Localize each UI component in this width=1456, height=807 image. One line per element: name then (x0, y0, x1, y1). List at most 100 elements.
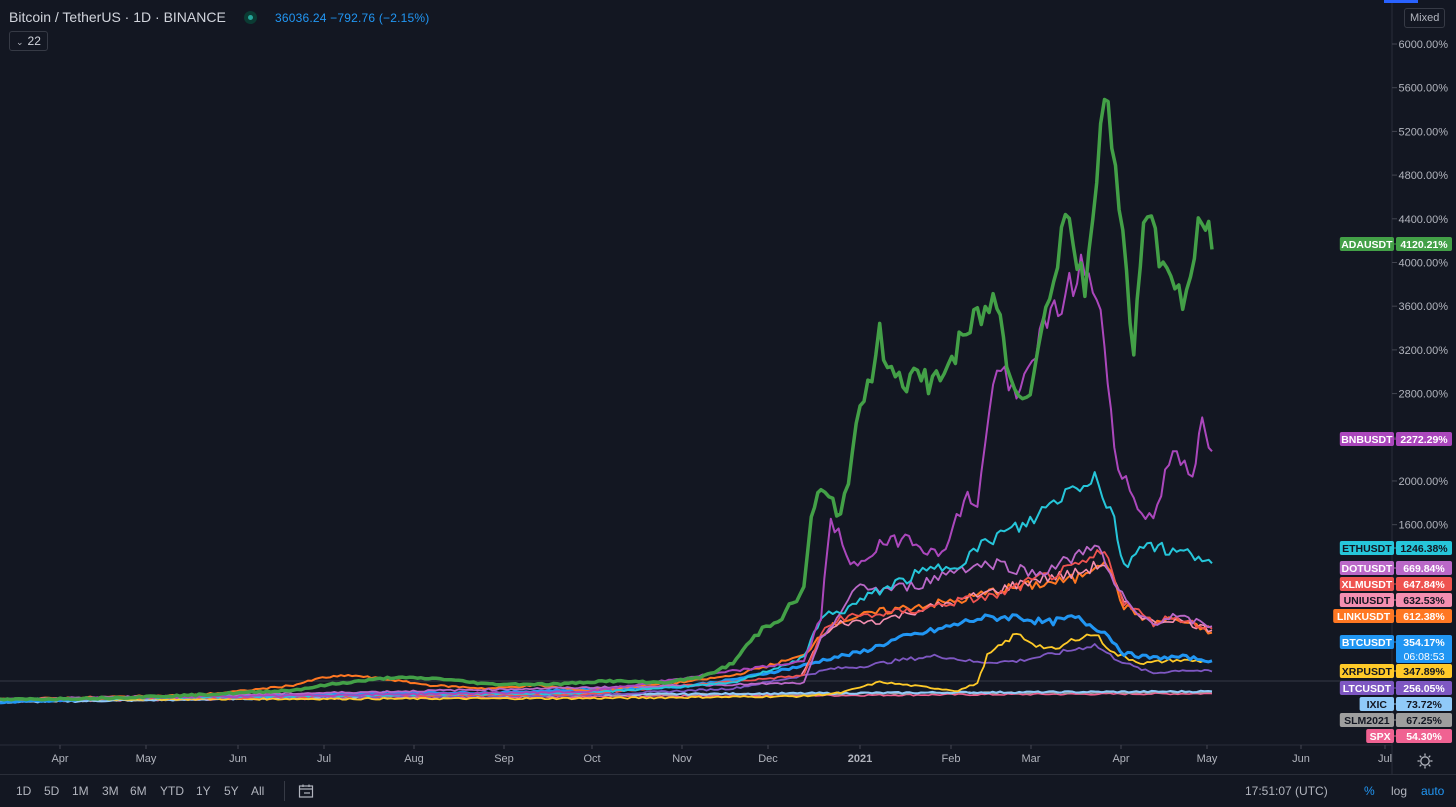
value-tag-bg (1396, 729, 1452, 743)
series-value-label: 1246.38% (1400, 543, 1448, 555)
y-axis[interactable]: 6000.00% 5600.00% 5200.00% 4800.00% 4400.00%… (1392, 39, 1448, 532)
toolbar-divider (284, 781, 285, 801)
name-tag-bg (1339, 664, 1394, 678)
y-tick-label: 2800.00% (1398, 389, 1448, 401)
y-tick-label: 3200.00% (1398, 345, 1448, 357)
price-change: 36036.24 −792.76 (−2.15%) (275, 11, 430, 25)
top-accent-bar (1384, 0, 1418, 3)
series-value-label: 354.17% (1403, 637, 1445, 649)
series-line-dotusdt[interactable] (0, 544, 1213, 702)
value-tag-bg (1396, 664, 1452, 678)
series-name-label: LTCUSDT (1343, 683, 1392, 695)
x-tick-label: Nov (672, 753, 692, 765)
timeframe-all[interactable]: All (251, 784, 265, 798)
x-tick-label: Apr (1112, 753, 1129, 765)
name-tag-bg (1339, 713, 1394, 727)
name-tag-bg (1339, 593, 1394, 607)
value-tag-bg (1396, 713, 1452, 727)
settings-gear-icon[interactable] (1416, 752, 1434, 770)
y-tick-label: 5600.00% (1398, 83, 1448, 95)
value-tag-bg (1396, 561, 1452, 575)
percent-scale-toggle[interactable]: % (1364, 784, 1375, 798)
name-tag-bg (1339, 432, 1394, 446)
symbol-title[interactable]: Bitcoin / TetherUS · 1D · BINANCE (9, 9, 226, 25)
x-tick-label: Aug (404, 753, 424, 765)
series-name-label: XRPUSDT (1342, 666, 1393, 678)
date-range-icon[interactable] (298, 783, 314, 799)
name-tag-bg (1359, 697, 1394, 711)
x-tick-label: Jun (1292, 753, 1310, 765)
x-axis[interactable]: Apr May Jun Jul Aug Sep Oct Nov Dec 2021 Feb Mar Apr… (51, 745, 1392, 765)
countdown-label: 06:08:53 (1404, 651, 1445, 663)
x-tick-label: Mar (1022, 753, 1041, 765)
series-name-label: IXIC (1367, 699, 1388, 711)
x-tick-label: Feb (942, 753, 961, 765)
series-name-label: BTCUSDT (1342, 637, 1393, 649)
y-tick-label: 4400.00% (1398, 214, 1448, 226)
x-tick-label: Jun (229, 753, 247, 765)
series-name-label: BNBUSDT (1341, 434, 1393, 446)
series-lines (0, 97, 1214, 705)
series-value-label: 612.38% (1403, 611, 1445, 623)
y-tick-label: 2000.00% (1398, 476, 1448, 488)
timeframe-ytd[interactable]: YTD (160, 784, 184, 798)
auto-scale-toggle[interactable]: auto (1421, 784, 1445, 798)
series-line-xrpusdt[interactable] (0, 633, 1213, 701)
x-tick-label: Oct (583, 753, 600, 765)
timeframe-5d[interactable]: 5D (44, 784, 60, 798)
y-tick-label: 1600.00% (1398, 520, 1448, 532)
value-tag-bg (1396, 432, 1452, 446)
log-scale-toggle[interactable]: log (1391, 784, 1408, 798)
series-line-bnbusdt[interactable] (0, 253, 1213, 701)
chevron-down-icon: ⌄ (16, 37, 24, 47)
series-value-label: 54.30% (1406, 731, 1442, 743)
x-tick-label: May (1197, 753, 1218, 765)
series-name-label: XLMUSDT (1342, 579, 1393, 591)
name-tag-bg (1339, 577, 1394, 591)
series-name-label: DOTUSDT (1342, 563, 1393, 575)
y-tick-label: 3600.00% (1398, 301, 1448, 313)
name-tag-bg (1339, 635, 1394, 649)
series-value-label: 67.25% (1406, 715, 1442, 727)
timeframe-6m[interactable]: 6M (130, 784, 147, 798)
y-tick-label: 6000.00% (1398, 39, 1448, 51)
market-status-icon (244, 11, 257, 24)
series-value-label: 347.89% (1403, 666, 1445, 678)
value-tag-bg (1396, 681, 1452, 695)
x-tick-label: May (136, 753, 157, 765)
series-labels: 400.00%ADAUSDT4120.21%BNBUSDT2272.29%ETH… (1333, 237, 1452, 743)
value-tag-bg (1396, 697, 1452, 711)
timeframe-3m[interactable]: 3M (102, 784, 119, 798)
name-tag-bg (1339, 237, 1394, 251)
name-tag-bg (1339, 681, 1394, 695)
timeframe-5y[interactable]: 5Y (224, 784, 239, 798)
series-line-uniusdt[interactable] (800, 560, 1213, 675)
legend-header: Bitcoin / TetherUS · 1D · BINANCE 36036.… (0, 0, 1392, 34)
timeframe-1m[interactable]: 1M (72, 784, 89, 798)
series-name-label: LINKUSDT (1337, 611, 1391, 623)
x-tick-label: 2021 (848, 753, 872, 765)
series-name-label: UNIUSDT (1344, 595, 1391, 607)
value-tag-bg (1396, 577, 1452, 591)
series-value-label: 73.72% (1406, 699, 1442, 711)
series-line-adausdt[interactable] (0, 97, 1214, 702)
name-tag-bg (1366, 729, 1394, 743)
timeframe-1d[interactable]: 1D (16, 784, 32, 798)
series-line-ethusdt[interactable] (0, 471, 1213, 701)
series-name-label: SLM2021 (1344, 715, 1390, 727)
name-tag-bg (1339, 541, 1394, 555)
bottom-toolbar: 1D 5D 1M 3M 6M YTD 1Y 5Y All 17:51:07 (U… (0, 774, 1456, 807)
y-tick-label: 5200.00% (1398, 126, 1448, 138)
series-name-label: ADAUSDT (1341, 239, 1393, 251)
series-count: 22 (27, 34, 41, 48)
series-value-label: 256.05% (1403, 683, 1445, 695)
x-tick-label: Jul (317, 753, 331, 765)
x-tick-label: Apr (51, 753, 68, 765)
scale-mode-button[interactable]: Mixed (1404, 8, 1446, 28)
timeframe-1y[interactable]: 1Y (196, 784, 211, 798)
series-count-button[interactable]: ⌄ 22 (9, 31, 48, 51)
name-tag-bg (1333, 609, 1394, 623)
value-tag-bg (1396, 541, 1452, 555)
utc-clock[interactable]: 17:51:07 (UTC) (1245, 784, 1328, 798)
